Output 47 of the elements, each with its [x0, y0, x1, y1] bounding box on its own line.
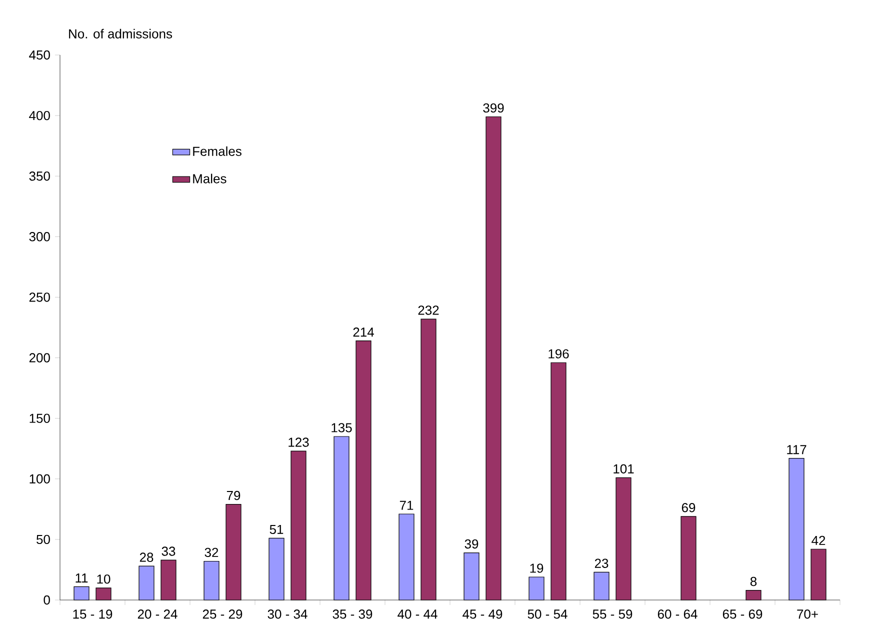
data-label: 32: [204, 548, 218, 558]
y-tick-label: 350: [29, 172, 50, 181]
y-tick-label: 50: [36, 534, 50, 544]
data-label: 214: [353, 328, 374, 337]
y-tick-label: 150: [30, 414, 50, 423]
data-label: 135: [332, 423, 352, 432]
legend-label: Males: [193, 174, 226, 184]
x-tick-label: 35 - 39: [332, 610, 372, 619]
data-label: 33: [162, 546, 176, 556]
data-label: 232: [418, 306, 439, 315]
y-tick-label: 200: [29, 353, 50, 362]
data-label: 196: [548, 349, 569, 358]
data-label: 28: [140, 552, 154, 562]
x-tick-label: 45 - 49: [462, 610, 502, 619]
y-tick-label: 0: [44, 595, 50, 605]
x-tick-label: 55 - 59: [592, 610, 632, 619]
x-tick-label: 20 - 24: [138, 610, 178, 619]
data-label: 101: [614, 464, 634, 474]
data-label: 69: [682, 503, 696, 512]
y-axis-title: No. of admissions: [69, 28, 172, 38]
data-label: 10: [97, 574, 110, 584]
x-tick-label: 60 - 64: [658, 610, 698, 619]
legend-label: Females: [193, 146, 242, 156]
x-tick-label: 70+: [797, 610, 818, 619]
y-tick-label: 100: [30, 474, 50, 484]
data-label: 19: [530, 564, 544, 573]
x-tick-label: 30 - 34: [268, 610, 308, 619]
data-label: 11: [76, 574, 88, 582]
data-label: 79: [226, 490, 240, 500]
y-tick-label: 450: [29, 50, 50, 60]
x-tick-label: 65 - 69: [722, 610, 762, 619]
data-label: 117: [787, 445, 806, 454]
y-tick-label: 400: [29, 110, 50, 120]
x-tick-label: 15 - 19: [73, 610, 112, 619]
data-label: 51: [270, 524, 284, 534]
y-tick-label: 300: [29, 232, 50, 242]
data-label: 42: [812, 536, 826, 545]
x-tick-label: 50 - 54: [528, 610, 568, 619]
data-label: 39: [464, 539, 478, 549]
x-tick-label: 40 - 44: [398, 610, 438, 619]
data-label: 123: [288, 438, 309, 447]
data-label: 399: [483, 103, 504, 113]
data-label: 23: [594, 558, 608, 568]
x-tick-label: 25 - 29: [202, 610, 242, 619]
data-label: 8: [750, 576, 757, 586]
y-tick-label: 250: [29, 292, 50, 302]
data-label: 71: [400, 500, 414, 510]
